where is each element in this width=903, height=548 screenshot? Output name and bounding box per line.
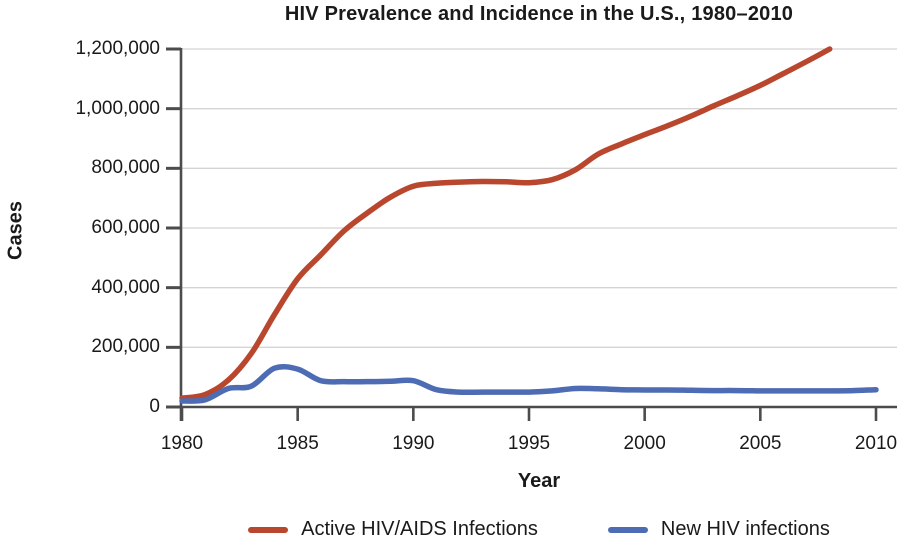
x-tick-label: 2000 [623, 433, 666, 454]
y-axis-title: Cases [4, 201, 27, 260]
legend-label: Active HIV/AIDS Infections [301, 518, 538, 540]
y-tick-label: 200,000 [91, 336, 160, 358]
x-tick-label: 2010 [854, 433, 898, 454]
x-tick-label: 1990 [392, 433, 435, 454]
series-line-new-hiv-infections [179, 363, 879, 404]
x-tick-label: 1980 [160, 433, 204, 454]
chart-title: HIV Prevalence and Incidence in the U.S.… [284, 3, 794, 25]
y-tick-label: 800,000 [91, 157, 160, 179]
y-tick-label: 600,000 [91, 217, 160, 238]
y-tick-label: 1,200,000 [75, 38, 160, 59]
y-tick-label: 0 [149, 396, 160, 417]
x-tick-label: 2005 [739, 433, 782, 454]
x-tick-label: 1995 [507, 433, 551, 454]
legend-item-active-hiv: Active HIV/AIDS Infections [248, 518, 538, 541]
y-tick-label: 1,000,000 [75, 97, 160, 119]
series-line-active-hiv-aids-infections [179, 46, 833, 401]
y-tick-label: 400,000 [91, 276, 160, 298]
legend-item-new-hiv: New HIV infections [607, 518, 830, 541]
legend-label: New HIV infections [660, 518, 830, 540]
blue-line-swatch-icon [607, 526, 648, 533]
red-line-swatch-icon [248, 526, 289, 533]
x-tick-label: 1985 [276, 433, 319, 454]
x-axis-title: Year [517, 470, 561, 492]
legend: Active HIV/AIDS Infections New HIV infec… [181, 518, 897, 541]
